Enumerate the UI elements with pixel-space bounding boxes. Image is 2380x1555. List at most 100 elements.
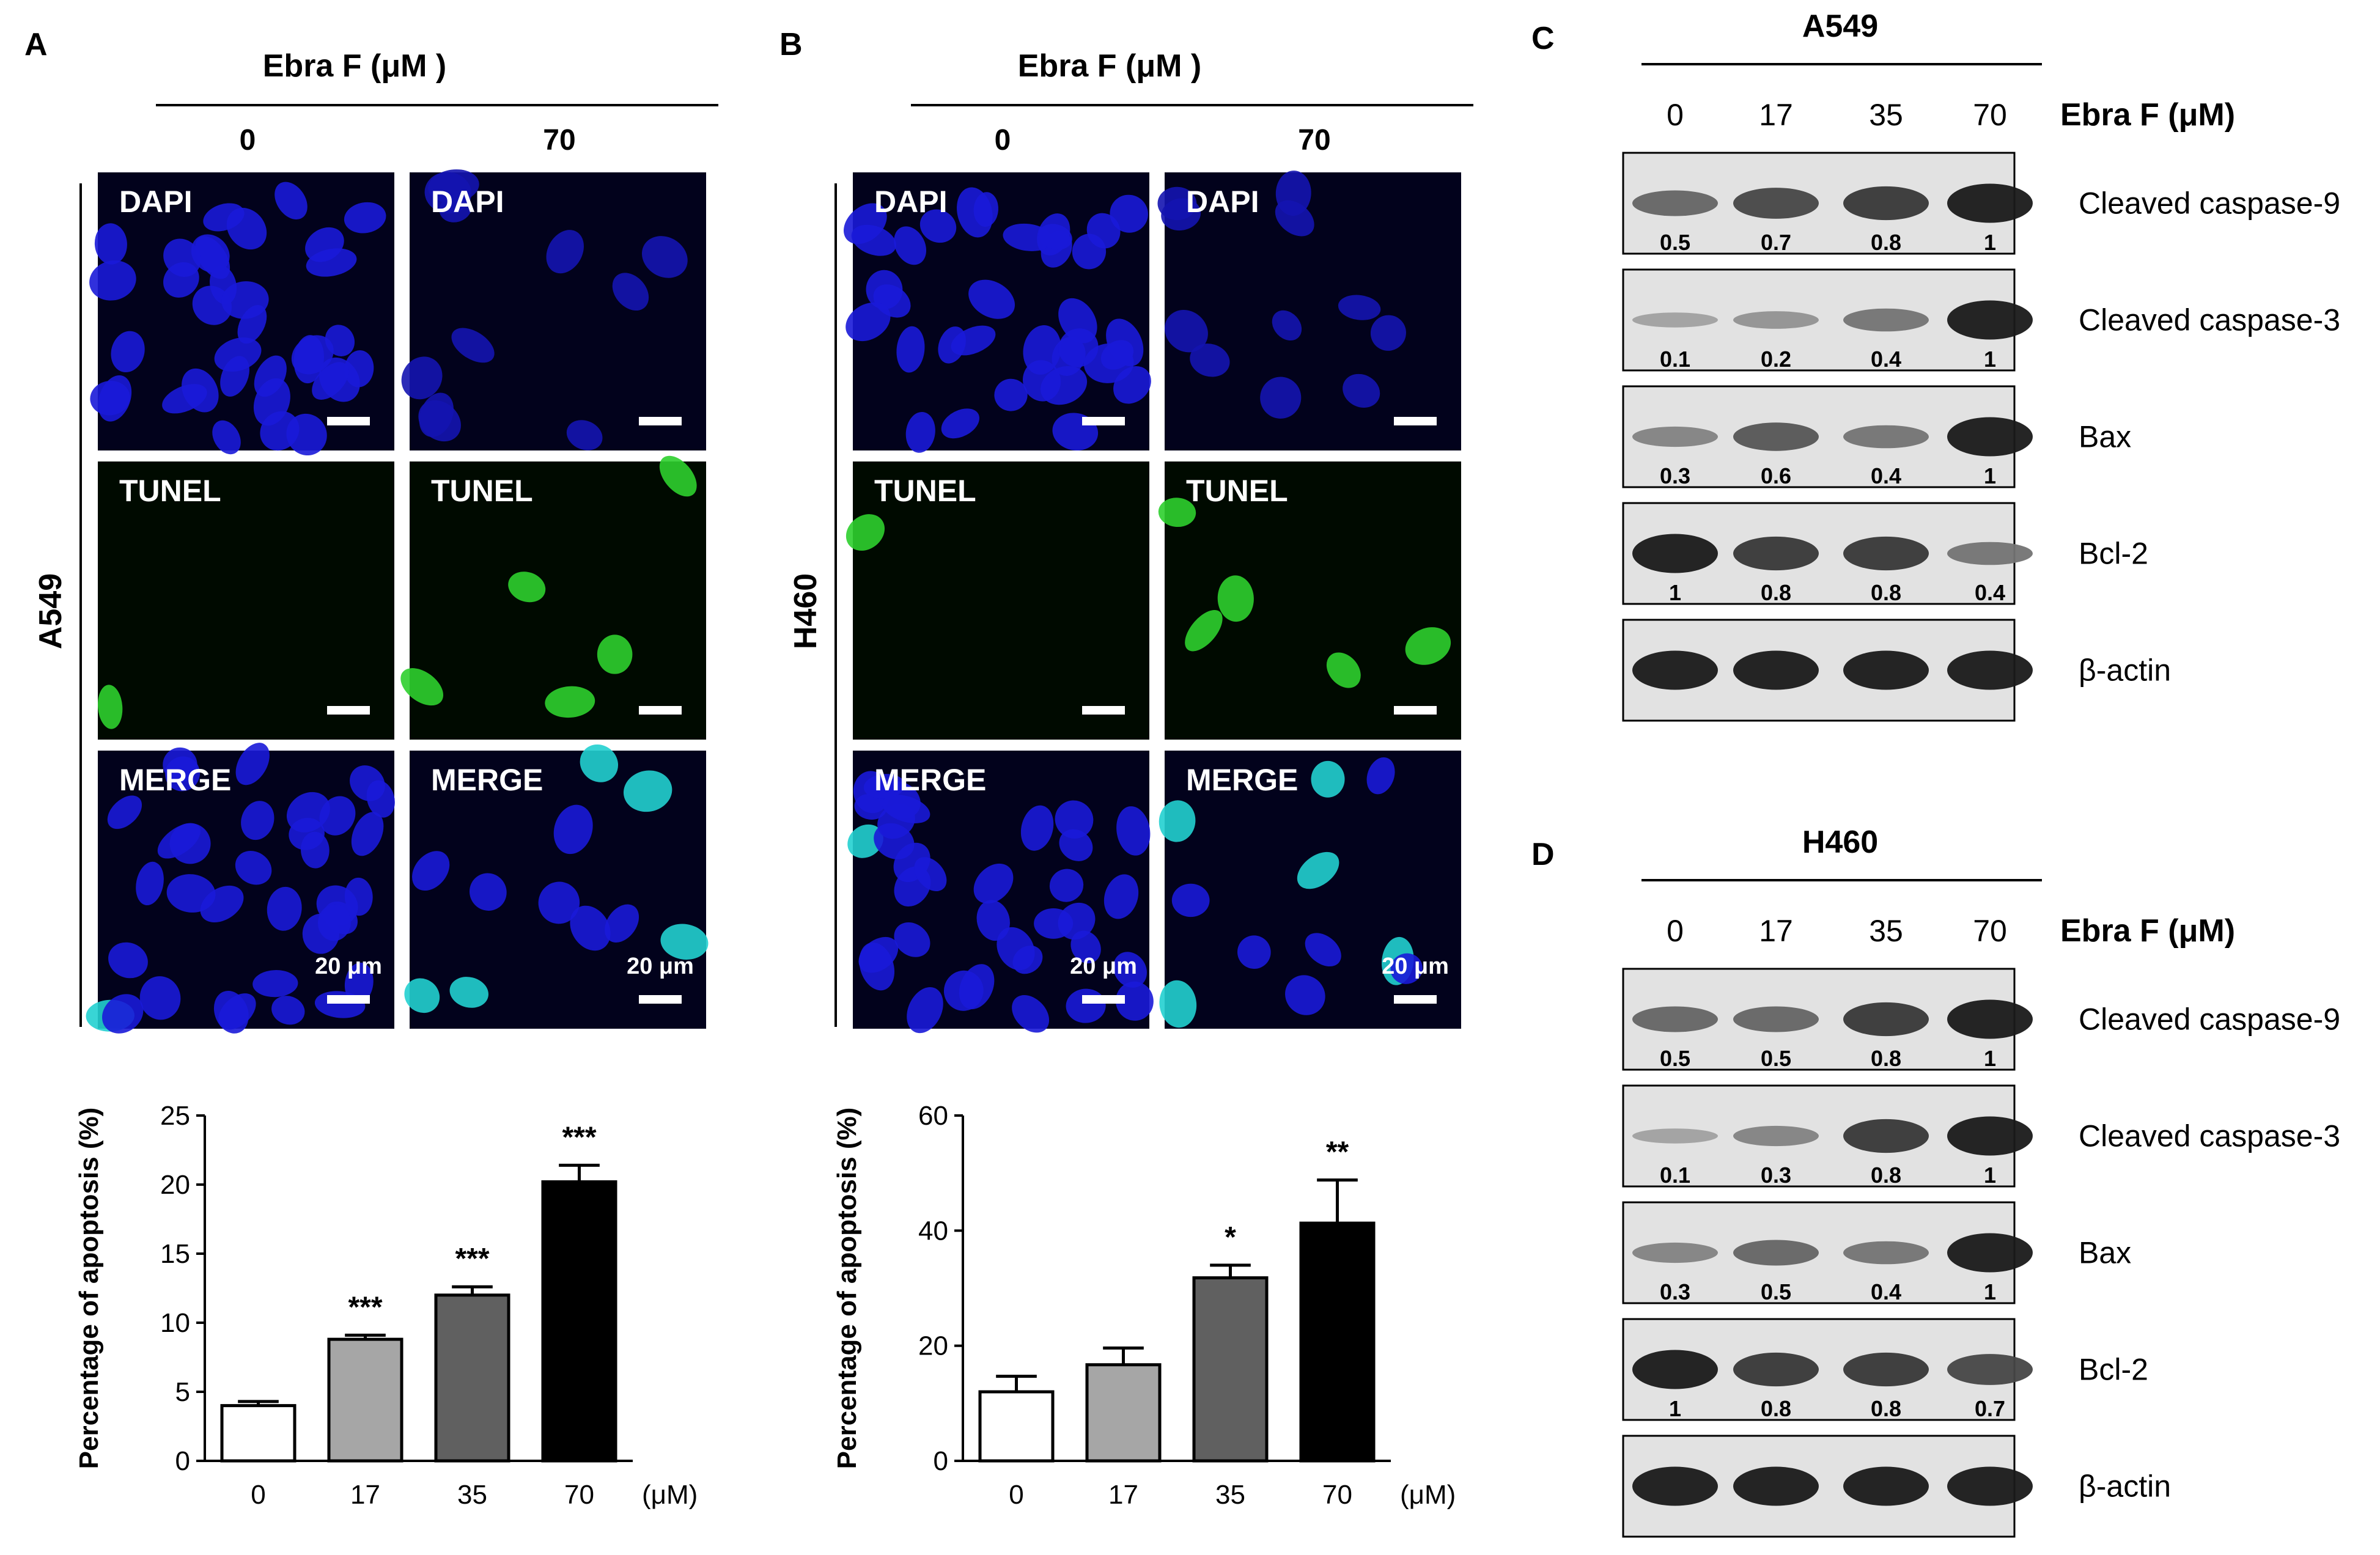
band-quantification: 0.5 xyxy=(1761,1046,1791,1071)
nucleus xyxy=(235,851,272,885)
bar-17 xyxy=(1085,1363,1162,1463)
blot-band xyxy=(1632,1466,1718,1506)
nucleus xyxy=(1190,344,1230,377)
nucleus xyxy=(1055,800,1094,839)
nucleus xyxy=(169,823,211,864)
band-quantification: 1 xyxy=(1984,1046,1996,1071)
nucleus xyxy=(218,993,256,1030)
y-axis-label: Percentage of apoptosis (%) xyxy=(74,1108,104,1469)
band-quantification: 0.8 xyxy=(1871,1396,1901,1421)
dose-label-70: 70 xyxy=(1298,124,1330,156)
panel-letter-c: C xyxy=(1531,21,1555,56)
channel-label: TUNEL xyxy=(431,474,533,508)
nucleus xyxy=(1405,627,1451,665)
nucleus xyxy=(1020,805,1054,851)
bar-17 xyxy=(327,1337,403,1463)
blot-row: 0.3 0.5 0.4 1 Bax xyxy=(1622,1201,2131,1304)
blot-band xyxy=(1632,1242,1718,1263)
nucleus xyxy=(366,780,395,818)
nucleus xyxy=(111,331,145,373)
nucleus xyxy=(312,362,349,400)
y-tick-label: 5 xyxy=(175,1377,190,1407)
band-quantification: 0.8 xyxy=(1761,1396,1791,1421)
nucleus xyxy=(905,411,935,453)
lane-dose-0: 0 xyxy=(1667,914,1684,948)
nucleus xyxy=(874,823,915,859)
nucleus xyxy=(894,922,930,957)
nucleus xyxy=(163,262,199,298)
band-quantification: 1 xyxy=(1669,580,1681,605)
nucleus xyxy=(1161,198,1201,231)
nucleus xyxy=(1185,609,1223,652)
nucleus xyxy=(896,326,925,373)
micrograph-tunel-70: TUNEL xyxy=(400,455,706,740)
nucleus xyxy=(401,356,443,400)
nucleus xyxy=(1311,760,1345,798)
scale-bar-label: 20 μm xyxy=(1070,954,1137,979)
nucleus xyxy=(102,994,144,1034)
nucleus xyxy=(235,743,270,785)
nucleus xyxy=(136,861,164,905)
cell-line-label: H460 xyxy=(788,573,823,649)
blot-band xyxy=(1947,300,2033,340)
blot-band xyxy=(1843,650,1929,690)
panel-b: B Ebra F (μM ) 0 70 H460 DAPI DAPI TUNEL TUNEL ME… xyxy=(779,27,1473,1034)
nucleus xyxy=(469,873,507,911)
lane-dose-70: 70 xyxy=(1973,914,2007,948)
bar-35 xyxy=(1192,1276,1269,1463)
nucleus xyxy=(1305,933,1341,967)
nucleus xyxy=(1158,498,1196,528)
blot-band xyxy=(1947,1354,2033,1385)
scale-bar xyxy=(1082,417,1125,425)
nucleus xyxy=(1040,366,1088,405)
blot-band xyxy=(1843,425,1929,449)
scale-bar xyxy=(327,995,370,1004)
nucleus xyxy=(847,824,883,858)
blot-band xyxy=(1947,1116,2033,1156)
nucleus xyxy=(241,801,274,840)
nucleus xyxy=(319,796,356,836)
nucleus xyxy=(1059,829,1093,861)
microscopy-panels: A Ebra F (μM ) 0 70 A549 DAPI DAPI TUNEL TUNEL ME… xyxy=(24,27,1473,1034)
nucleus xyxy=(851,224,896,256)
nucleus xyxy=(139,976,181,1020)
nucleus xyxy=(1086,213,1121,249)
y-tick-label: 60 xyxy=(918,1101,948,1131)
blot-row: 0.1 0.3 0.8 1 Cleaved caspase-3 xyxy=(1622,1084,2340,1188)
blot-band xyxy=(1843,186,1929,221)
nucleus xyxy=(200,885,244,922)
scale-bar-label: 20 μm xyxy=(1382,954,1449,979)
micrograph-tunel-0: TUNEL xyxy=(846,461,1149,740)
nucleus xyxy=(1115,981,1154,1021)
blot-band xyxy=(1632,1006,1718,1032)
nucleus xyxy=(1164,310,1208,353)
x-tick-label-70: 70 xyxy=(1322,1480,1352,1510)
nucleus xyxy=(1113,366,1151,404)
panel-a: A Ebra F (μM ) 0 70 A549 DAPI DAPI TUNEL TUNEL ME… xyxy=(24,27,718,1034)
nucleus xyxy=(260,411,300,451)
scale-bar-label: 20 μm xyxy=(627,954,694,979)
nucleus xyxy=(404,978,440,1013)
blot-band xyxy=(1733,422,1819,451)
blot-band xyxy=(1843,1466,1929,1506)
dose-label-0: 0 xyxy=(995,124,1011,156)
nucleus xyxy=(846,514,885,551)
channel-label: MERGE xyxy=(1186,763,1298,797)
y-tick-label: 10 xyxy=(160,1308,190,1338)
cell-line-label: A549 xyxy=(33,573,68,649)
band-quantification: 0.8 xyxy=(1761,580,1791,605)
blot-cell-line: A549 xyxy=(1802,9,1878,44)
nucleus xyxy=(1023,325,1061,375)
blot-band xyxy=(1947,1466,2033,1506)
nucleus xyxy=(108,942,148,979)
nucleus xyxy=(1272,310,1302,341)
x-tick-label-70: 70 xyxy=(564,1480,594,1510)
bar-35 xyxy=(434,1293,510,1463)
band-quantification: 0.8 xyxy=(1871,580,1901,605)
band-quantification: 0.8 xyxy=(1871,1046,1901,1071)
x-tick-label-17: 17 xyxy=(350,1480,380,1510)
blot-band xyxy=(1947,650,2033,690)
scale-bar xyxy=(327,706,370,715)
nucleus xyxy=(293,335,325,384)
protein-label: Cleaved caspase-9 xyxy=(2079,186,2340,221)
